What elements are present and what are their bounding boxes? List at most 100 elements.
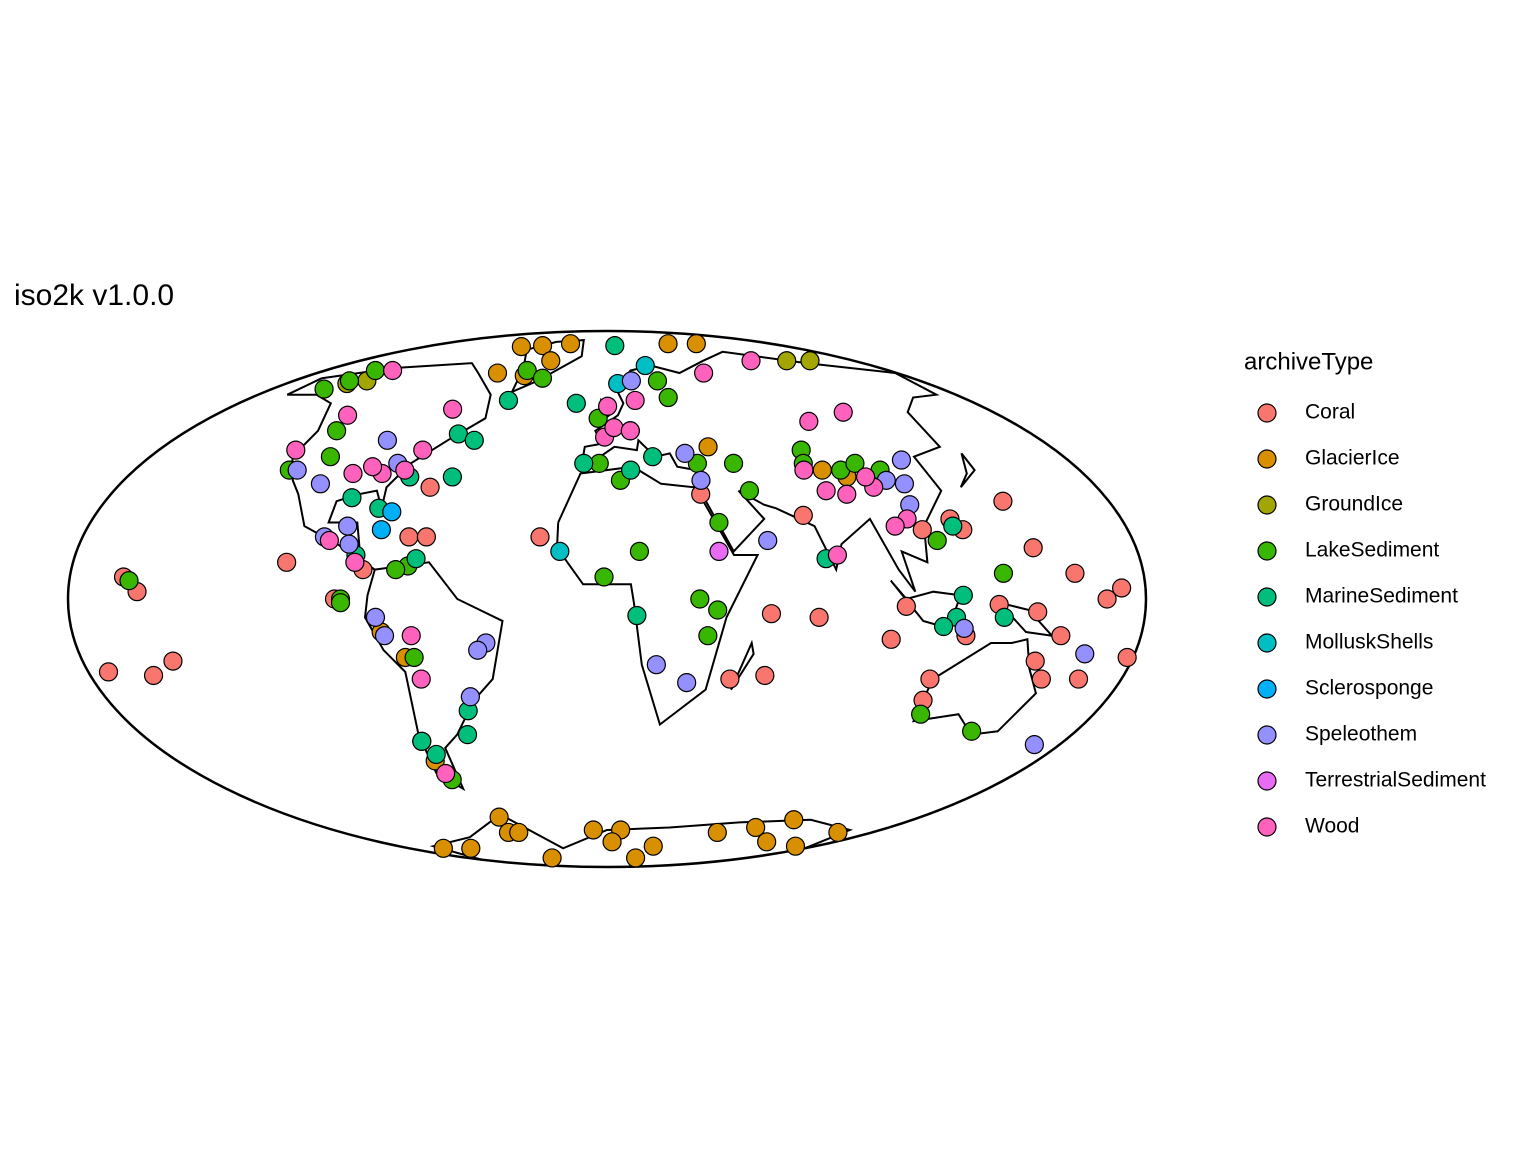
site-point [404, 647, 424, 668]
site-point [433, 838, 453, 858]
site-point [621, 460, 641, 480]
site-point [912, 520, 932, 540]
site-point [757, 832, 777, 852]
site-point [643, 836, 663, 856]
legend-label: MarineSediment [1305, 585, 1458, 608]
site-point [954, 618, 974, 638]
site-point [345, 552, 365, 572]
site-point [691, 470, 711, 490]
points [98, 334, 1137, 868]
site-point [625, 390, 645, 411]
site-point [412, 731, 432, 751]
legend-label: LakeSediment [1305, 539, 1439, 562]
legend-title: archiveType [1244, 348, 1373, 375]
site-point [1097, 589, 1117, 609]
site-point [690, 589, 710, 609]
site-point [943, 516, 963, 536]
site-point [374, 626, 395, 646]
site-point [163, 651, 183, 671]
legend-swatch [1257, 449, 1277, 469]
site-point [550, 541, 570, 561]
site-point [489, 807, 509, 827]
site-point [620, 421, 640, 441]
site-point [365, 607, 386, 627]
site-point [286, 440, 306, 460]
site-point [327, 421, 347, 441]
site-point [413, 440, 433, 460]
site-point [532, 336, 553, 356]
site-point [1065, 563, 1085, 583]
site-point [460, 687, 480, 707]
site-point [920, 669, 940, 689]
site-point [426, 744, 446, 765]
site-point [594, 567, 614, 587]
site-point [277, 552, 297, 572]
site-point [927, 530, 947, 551]
legend-label: TerrestrialSediment [1305, 769, 1486, 792]
site-point [487, 363, 508, 383]
site-point [800, 351, 820, 371]
site-point [287, 460, 307, 480]
site-point [1112, 578, 1132, 598]
site-point [1117, 647, 1137, 668]
site-point [855, 467, 876, 487]
site-point [416, 527, 436, 547]
site-point [343, 463, 363, 484]
site-point [457, 725, 478, 745]
site-point [1023, 538, 1043, 558]
legend-label: MolluskShells [1305, 631, 1433, 654]
site-point [746, 817, 766, 838]
site-point [911, 704, 931, 724]
site-point [337, 405, 358, 425]
site-point [994, 607, 1014, 627]
site-point [604, 418, 624, 438]
coastline [911, 638, 1038, 736]
site-point [962, 721, 982, 741]
site-point [1025, 651, 1045, 671]
coastlines [286, 339, 1055, 861]
coastline [555, 465, 760, 727]
site-point [339, 534, 359, 554]
legend-swatch [1257, 587, 1277, 607]
site-point [647, 371, 668, 391]
site-point [755, 665, 775, 686]
site-point [675, 443, 695, 463]
site-point [443, 399, 463, 419]
site-point [314, 379, 334, 399]
site-point [498, 390, 519, 411]
legend-swatch [1257, 817, 1277, 837]
site-point [812, 460, 832, 480]
site-point [342, 488, 362, 508]
site-point [707, 822, 727, 843]
site-point [953, 585, 973, 605]
site-point [98, 662, 119, 682]
site-point [646, 655, 666, 675]
site-point [881, 629, 901, 649]
site-point [739, 481, 760, 501]
site-point [709, 541, 729, 561]
site-point [363, 457, 383, 477]
legend-swatch [1257, 495, 1277, 515]
site-point [1024, 735, 1044, 755]
chart-title: iso2k v1.0.0 [14, 279, 174, 312]
legend-swatch [1257, 633, 1277, 653]
site-point [658, 387, 678, 408]
legend-label: Speleothem [1305, 723, 1417, 746]
site-point [799, 411, 819, 431]
site-point [330, 593, 351, 613]
site-point [461, 838, 481, 858]
site-point [896, 596, 916, 616]
site-point [1028, 602, 1048, 622]
site-point [635, 355, 655, 376]
site-point [1031, 669, 1051, 689]
site-point [761, 604, 782, 624]
site-point [395, 460, 415, 480]
site-point [777, 351, 797, 371]
site-point [383, 360, 403, 381]
site-point [377, 430, 397, 450]
site-point [828, 822, 848, 843]
site-point [542, 848, 562, 868]
legend-label: Sclerosponge [1305, 677, 1433, 700]
site-point [386, 560, 406, 580]
